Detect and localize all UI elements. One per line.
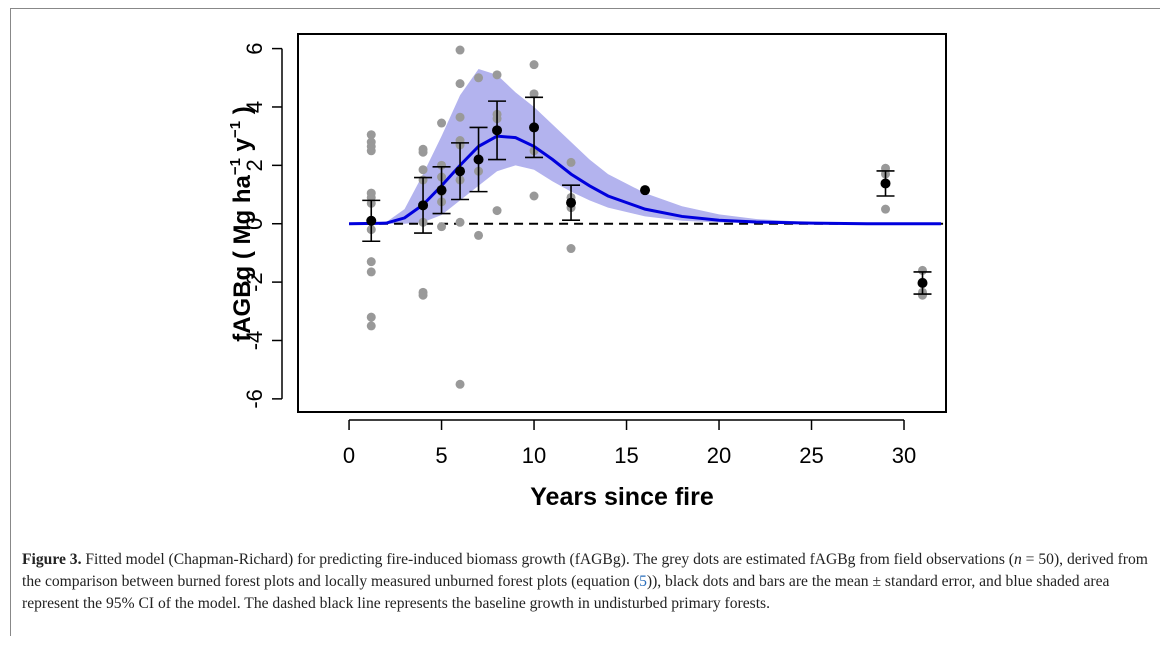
x-tick-label: 15	[614, 443, 638, 468]
caption-text: = 50), derived from the comparison betwe…	[22, 551, 1148, 590]
caption-n: n	[1013, 551, 1022, 568]
observation	[918, 290, 928, 300]
x-tick-label: 20	[707, 443, 731, 468]
y-tick-label: 0	[242, 218, 267, 230]
x-tick-label: 0	[343, 443, 355, 468]
observation	[437, 222, 447, 232]
y-axis-title: fAGBg ( Mg ha−1 y−1 )	[227, 106, 256, 342]
observation	[418, 290, 428, 300]
caption-text: )), black dots and bars are the mean ± s…	[22, 573, 1110, 612]
x-tick-label: 25	[799, 443, 823, 468]
y-title-part: y	[229, 137, 256, 158]
observation	[418, 165, 428, 175]
observation	[529, 191, 539, 201]
y-tick-label: -2	[242, 272, 267, 292]
observation	[366, 257, 376, 267]
mean-point	[436, 185, 447, 196]
observation	[366, 146, 376, 156]
frame-left	[10, 8, 11, 636]
observation	[418, 147, 428, 157]
caption: Figure 3. Fitted model (Chapman-Richard)…	[22, 549, 1152, 615]
caption-text: Fitted model (Chapman-Richard) for predi…	[81, 551, 1014, 568]
equation-ref[interactable]: 5	[639, 573, 647, 590]
y-tick-label: 4	[242, 101, 267, 113]
chart: -6 -4 -2 0 2 4 6 0 5 10 15 20 25 30 Years since fire fA…	[227, 33, 947, 511]
y-title-part: )	[229, 106, 256, 121]
mean-point	[366, 215, 377, 226]
y-tick-label: -6	[242, 389, 267, 409]
fit-line	[349, 134, 942, 226]
observation	[566, 244, 576, 254]
observation	[437, 118, 447, 128]
x-tick-label: 30	[892, 443, 916, 468]
mean-point	[473, 154, 484, 165]
frame-top	[10, 8, 1160, 9]
observation	[881, 204, 891, 214]
plot-frame	[297, 33, 947, 413]
mean-point	[529, 122, 540, 133]
observation	[455, 79, 465, 89]
mean-point	[492, 125, 503, 136]
observation	[455, 45, 465, 55]
y-tick-label: 2	[242, 159, 267, 171]
mean-point	[917, 277, 928, 288]
mean-point	[455, 166, 466, 177]
y-title-part: −1	[227, 158, 244, 175]
observation	[366, 267, 376, 277]
y-tick-label: -4	[242, 331, 267, 351]
caption-label: Figure 3.	[22, 551, 82, 568]
observation	[455, 379, 465, 389]
y-title-part: −1	[227, 121, 244, 138]
observation	[455, 112, 465, 122]
observation	[474, 230, 484, 240]
observation	[366, 321, 376, 331]
mean-point	[640, 185, 651, 196]
observation	[492, 70, 502, 80]
observation	[366, 312, 376, 322]
observation	[366, 130, 376, 140]
mean-point	[418, 200, 429, 211]
y-tick-label: 6	[242, 42, 267, 54]
mean-point	[566, 197, 577, 208]
x-tick-label: 10	[522, 443, 546, 468]
observation	[492, 206, 502, 216]
x-axis-title: Years since fire	[530, 483, 714, 511]
y-title-part: fAGBg ( Mg ha	[229, 174, 256, 341]
observation	[529, 60, 539, 70]
observation	[474, 73, 484, 83]
observation	[566, 157, 576, 167]
mean-point	[880, 178, 891, 189]
observation	[529, 89, 539, 99]
x-tick-label: 5	[435, 443, 447, 468]
observation	[455, 217, 465, 227]
